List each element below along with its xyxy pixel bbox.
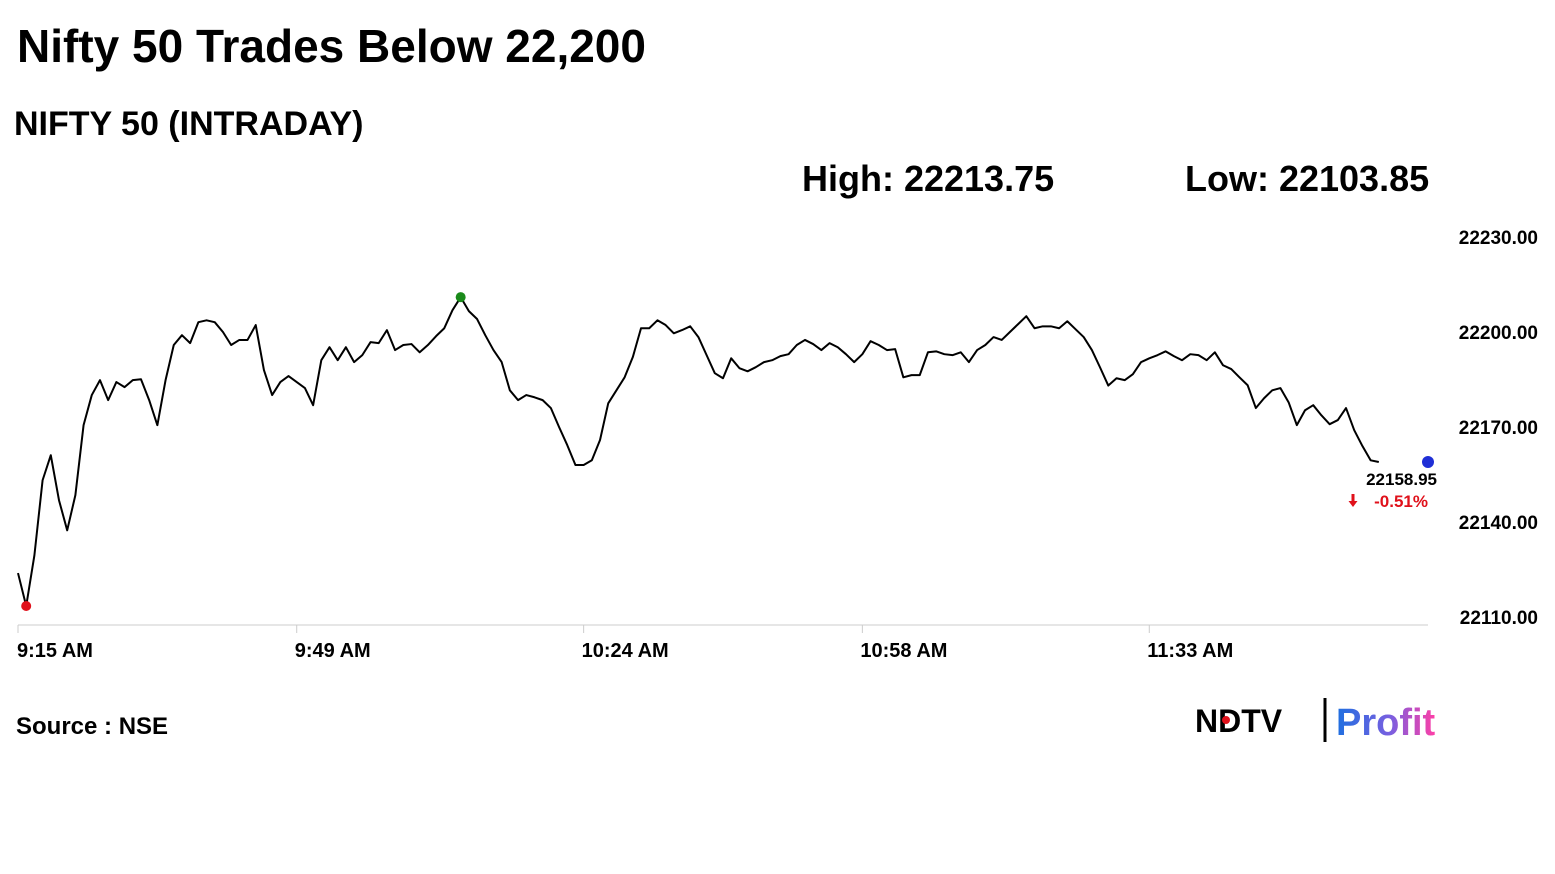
brand-name: NDTV bbox=[1195, 703, 1283, 739]
price-line bbox=[17, 296, 1380, 607]
last-value-label: 22158.95 bbox=[1366, 470, 1437, 489]
y-tick-label: 22170.00 bbox=[1459, 418, 1538, 439]
low-label: Low: 22103.85 bbox=[1185, 158, 1429, 199]
high-label: High: 22213.75 bbox=[802, 158, 1054, 199]
last-point bbox=[1422, 456, 1434, 469]
change-arrow bbox=[1348, 494, 1358, 508]
source: Source : NSE bbox=[16, 713, 168, 740]
y-tick-label: 22230.00 bbox=[1459, 228, 1538, 249]
y-tick-label: 22200.00 bbox=[1459, 323, 1538, 344]
change-label: -0.51% bbox=[1374, 492, 1428, 511]
y-tick-label: 22110.00 bbox=[1460, 608, 1538, 629]
x-tick-label: 9:15 AM bbox=[17, 640, 93, 662]
x-tick-label: 10:24 AM bbox=[582, 640, 669, 662]
high-point bbox=[455, 292, 466, 303]
chart-subtitle: NIFTY 50 (INTRADAY) bbox=[14, 105, 364, 143]
y-tick-label: 22140.00 bbox=[1459, 513, 1538, 534]
chart-title: Nifty 50 Trades Below 22,200 bbox=[17, 20, 646, 72]
brand-product: Profit bbox=[1336, 702, 1436, 744]
low-point bbox=[21, 600, 32, 611]
x-tick-label: 10:58 AM bbox=[860, 640, 947, 662]
x-tick-label: 11:33 AM bbox=[1147, 640, 1233, 662]
brand-dot bbox=[1222, 716, 1230, 724]
x-tick-label: 9:49 AM bbox=[295, 640, 371, 662]
